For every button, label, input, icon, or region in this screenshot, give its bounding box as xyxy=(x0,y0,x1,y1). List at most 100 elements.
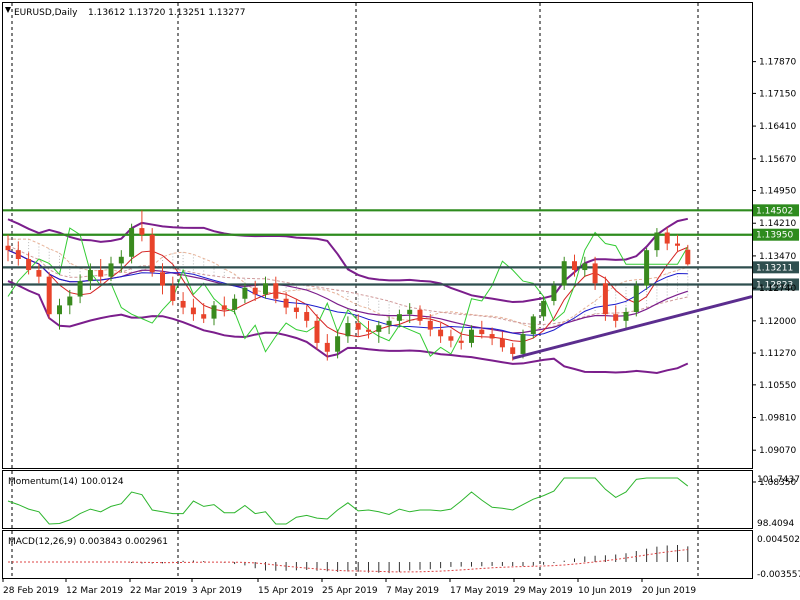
candle-body-24 xyxy=(252,287,258,295)
price-tick-label-4: 1.14950 xyxy=(759,187,796,197)
candle-body-52 xyxy=(541,300,547,317)
price-tick-label-13: 1.08350 xyxy=(759,478,796,488)
candle-body-36 xyxy=(376,325,382,332)
support-trendline xyxy=(512,295,753,360)
candle-body-41 xyxy=(427,320,433,330)
trendline[interactable] xyxy=(512,295,753,360)
candle-body-13 xyxy=(139,228,145,235)
price-tick-label-11: 1.09810 xyxy=(759,414,796,424)
macd-pane xyxy=(2,530,753,579)
candle-body-63 xyxy=(654,232,660,251)
level-tag-label-0: 1.14502 xyxy=(756,206,793,216)
time-tick-label-5: 25 Apr 2019 xyxy=(322,586,378,596)
candle-body-34 xyxy=(355,323,361,330)
candle-body-39 xyxy=(407,309,413,315)
candle-body-66 xyxy=(685,249,691,265)
price-tick-label-0: 1.17870 xyxy=(759,58,796,68)
candle-body-49 xyxy=(510,347,516,354)
level-tag-label-2: 1.13211 xyxy=(756,263,793,273)
candle-body-4 xyxy=(46,276,52,315)
candle-body-48 xyxy=(499,338,505,348)
candle-body-46 xyxy=(479,329,485,335)
candle-body-16 xyxy=(170,285,176,301)
candle-body-38 xyxy=(396,314,402,321)
symbol-label: EURUSD,Daily xyxy=(14,8,78,18)
level-tag-label-1: 1.13950 xyxy=(756,231,793,241)
momentum-line xyxy=(7,477,689,525)
price-tick-label-10: 1.10550 xyxy=(759,381,796,391)
candle-body-44 xyxy=(458,340,464,343)
time-tick-label-2: 22 Mar 2019 xyxy=(130,586,187,596)
candle-body-0 xyxy=(5,245,11,251)
candle-body-50 xyxy=(520,334,526,354)
candle-body-53 xyxy=(551,285,557,301)
candle-body-43 xyxy=(448,336,454,341)
candle-body-12 xyxy=(129,228,135,257)
candle-body-25 xyxy=(263,283,268,295)
candle-body-21 xyxy=(221,305,227,310)
time-tick-label-4: 15 Apr 2019 xyxy=(258,586,314,596)
price-tick-label-12: 1.09070 xyxy=(759,446,796,456)
time-tick-label-1: 12 Mar 2019 xyxy=(66,586,123,596)
candle-body-59 xyxy=(613,314,619,321)
candle-body-31 xyxy=(324,342,330,352)
candle-body-55 xyxy=(572,261,577,271)
time-tick-label-3: 3 Apr 2019 xyxy=(192,586,242,596)
price-tick-label-6: 1.13470 xyxy=(759,252,796,262)
candle-body-47 xyxy=(489,334,495,339)
candle-body-11 xyxy=(118,256,124,264)
candle-body-2 xyxy=(26,259,32,271)
chart-header: EURUSD,Daily 1.13612 1.13720 1.13251 1.1… xyxy=(5,7,245,18)
candle-body-18 xyxy=(190,307,196,315)
momentum-pane xyxy=(2,470,753,529)
price-tick-label-1: 1.17150 xyxy=(759,89,796,99)
candle-body-65 xyxy=(675,243,680,246)
candle-body-6 xyxy=(67,296,73,306)
candle-body-30 xyxy=(314,320,320,343)
level-tag-3 xyxy=(753,278,799,291)
candlesticks xyxy=(5,210,691,361)
candle-body-22 xyxy=(232,298,238,310)
candle-body-5 xyxy=(57,305,62,315)
horizontal-levels[interactable]: 1.14502 1.13950 1.13211 1.12823 xyxy=(3,204,799,291)
candle-body-40 xyxy=(417,309,423,321)
candle-body-51 xyxy=(530,316,536,335)
candle-body-62 xyxy=(644,250,650,286)
candle-body-60 xyxy=(623,311,629,321)
price-tick-label-5: 1.14210 xyxy=(759,219,796,229)
macd-label: MACD(12,26,9) 0.003843 0.002961 xyxy=(8,537,168,547)
momentum-indicator xyxy=(7,477,689,525)
candle-body-35 xyxy=(366,329,371,332)
candle-body-15 xyxy=(160,272,165,286)
level-tag-0 xyxy=(753,204,799,217)
candle-body-64 xyxy=(664,232,670,244)
candle-body-9 xyxy=(98,270,104,277)
candle-body-28 xyxy=(293,307,299,312)
price-tick-label-2: 1.16410 xyxy=(759,122,796,132)
candle-body-7 xyxy=(77,281,83,297)
time-axis: 28 Feb 2019 12 Mar 2019 22 Mar 2019 3 Apr 2… xyxy=(2,578,696,596)
candle-body-14 xyxy=(149,234,155,273)
candle-body-10 xyxy=(108,263,114,277)
time-tick-label-6: 7 May 2019 xyxy=(386,586,439,596)
momentum-tick-low: 98.4094 xyxy=(757,519,794,529)
collapse-arrow-icon[interactable] xyxy=(5,7,11,13)
price-tick-label-9: 1.11270 xyxy=(759,349,796,359)
candle-body-32 xyxy=(335,336,341,352)
candle-body-1 xyxy=(15,250,21,259)
candle-body-33 xyxy=(345,323,351,337)
level-tag-label-3: 1.12823 xyxy=(756,280,793,290)
time-tick-label-0: 28 Feb 2019 xyxy=(3,586,59,596)
macd-indicator xyxy=(8,544,689,574)
time-tick-label-10: 20 Jun 2019 xyxy=(642,586,696,596)
bollinger-lower xyxy=(7,280,689,374)
candle-body-29 xyxy=(304,311,310,321)
candle-body-54 xyxy=(561,261,567,286)
time-tick-label-9: 10 Jun 2019 xyxy=(578,586,632,596)
time-tick-label-8: 29 May 2019 xyxy=(514,586,573,596)
senkou-span-b xyxy=(7,245,688,325)
level-tag-2 xyxy=(753,261,799,274)
price-tick-label-8: 1.12000 xyxy=(759,317,796,327)
macd-tick-low: -0.003557 xyxy=(757,570,800,580)
